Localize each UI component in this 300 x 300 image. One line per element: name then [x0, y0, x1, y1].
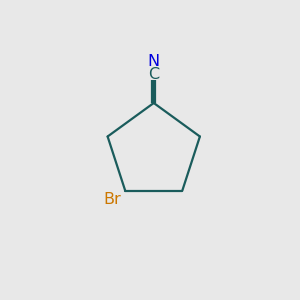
Text: N: N [148, 54, 160, 69]
Text: Br: Br [104, 193, 122, 208]
Text: C: C [148, 67, 159, 82]
